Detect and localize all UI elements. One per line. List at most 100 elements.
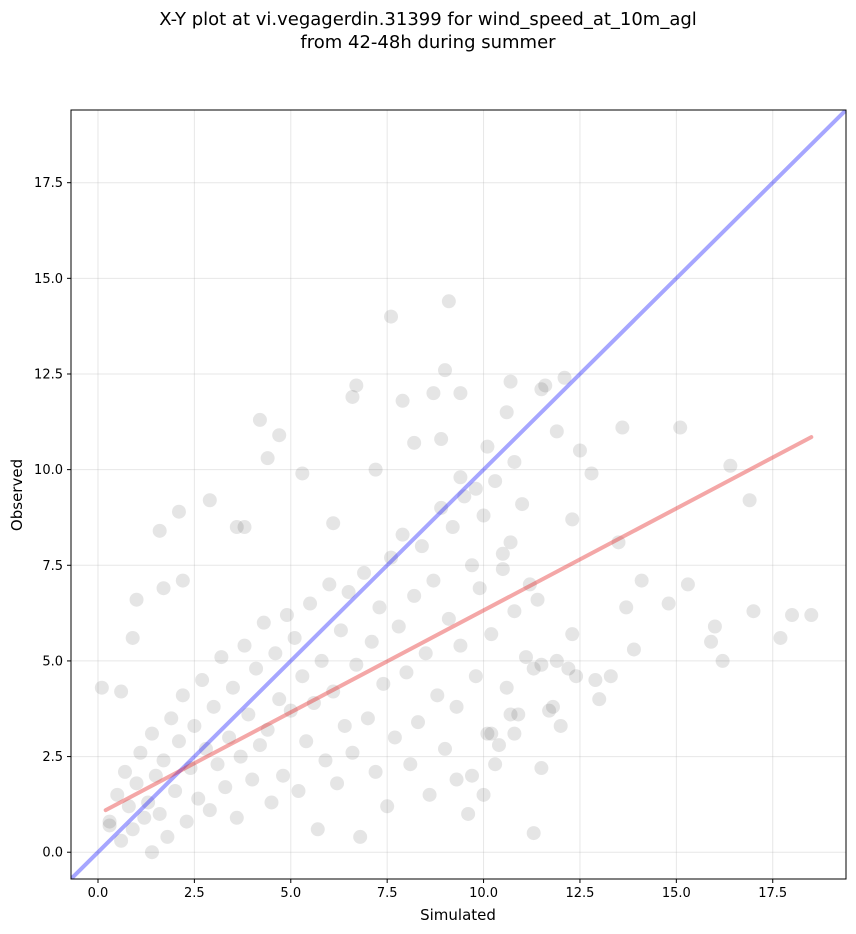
scatter-point (218, 780, 233, 795)
scatter-point (453, 638, 468, 653)
scatter-point (380, 799, 395, 814)
scatter-point (222, 730, 237, 745)
scatter-point (488, 474, 503, 489)
scatter-point (195, 673, 210, 688)
scatter-point (272, 428, 287, 443)
scatter-point (183, 761, 198, 776)
chart-title-line2: from 42-48h during summer (300, 32, 556, 53)
scatter-point (414, 539, 429, 554)
x-axis-label: Simulated (420, 906, 496, 924)
scatter-point (299, 734, 314, 749)
scatter-point (434, 432, 449, 447)
scatter-point (387, 730, 402, 745)
scatter-point (249, 661, 264, 676)
y-tick-label: 5.0 (42, 654, 63, 669)
scatter-point (360, 711, 375, 726)
scatter-point (171, 504, 186, 519)
scatter-point (557, 370, 572, 385)
scatter-point (295, 466, 310, 481)
scatter-point (464, 558, 479, 573)
scatter-point (283, 703, 298, 718)
scatter-point (133, 745, 148, 760)
scatter-point (245, 772, 260, 787)
scatter-point (310, 822, 325, 837)
scatter-point (202, 803, 217, 818)
scatter-point (391, 619, 406, 634)
scatter-point (626, 642, 641, 657)
scatter-point (461, 806, 476, 821)
scatter-point (237, 638, 252, 653)
scatter-point (491, 738, 506, 753)
scatter-point (353, 829, 368, 844)
scatter-point (441, 294, 456, 309)
scatter-point (121, 799, 136, 814)
scatter-point (252, 412, 267, 427)
scatter-point (434, 500, 449, 515)
scatter-point (530, 592, 545, 607)
scatter-point (449, 772, 464, 787)
scatter-point (175, 573, 190, 588)
scatter-point (214, 650, 229, 665)
x-tick-label: 7.5 (377, 886, 398, 901)
scatter-point (453, 386, 468, 401)
scatter-point (333, 623, 348, 638)
scatter-point (241, 707, 256, 722)
scatter-point (426, 573, 441, 588)
scatter-point (144, 726, 159, 741)
scatter-point (368, 462, 383, 477)
scatter-point (349, 378, 364, 393)
scatter-point (372, 600, 387, 615)
scatter-point (457, 489, 472, 504)
scatter-point (198, 741, 213, 756)
scatter-point (507, 726, 522, 741)
scatter-point (704, 634, 719, 649)
scatter-point (438, 741, 453, 756)
scatter-point (295, 669, 310, 684)
scatter-point (785, 608, 800, 623)
scatter-point (584, 466, 599, 481)
scatter-point (306, 696, 321, 711)
scatter-point (565, 627, 580, 642)
scatter-point (464, 768, 479, 783)
scatter-point (480, 726, 495, 741)
x-tick-label: 10.0 (469, 886, 498, 901)
scatter-point (156, 753, 171, 768)
x-tick-label: 2.5 (184, 886, 205, 901)
scatter-point (495, 546, 510, 561)
y-axis-ticks: 0.0 2.5 5.0 7.5 10.0 12.5 15.0 17.5 (34, 176, 71, 861)
scatter-point (326, 684, 341, 699)
grid-lines (71, 110, 846, 879)
scatter-point (102, 814, 117, 829)
scatter-point (117, 764, 132, 779)
scatter-point (175, 688, 190, 703)
one-to-one-line (71, 110, 846, 879)
scatter-point (480, 439, 495, 454)
scatter-point (619, 600, 634, 615)
scatter-point (542, 703, 557, 718)
scatter-point (260, 722, 275, 737)
scatter-point (715, 653, 730, 668)
scatter-point (206, 699, 221, 714)
scatter-point (168, 784, 183, 799)
y-tick-label: 12.5 (34, 367, 63, 382)
scatter-point (303, 596, 318, 611)
scatter-point (314, 653, 329, 668)
scatter-point (603, 669, 618, 684)
x-axis-ticks: 0.0 2.5 5.0 7.5 10.0 12.5 15.0 17.5 (88, 879, 787, 901)
scatter-point (210, 757, 225, 772)
scatter-point (357, 565, 372, 580)
scatter-point (376, 676, 391, 691)
scatter-point (164, 711, 179, 726)
scatter-point (411, 715, 426, 730)
scatter-point (484, 726, 499, 741)
scatter-point (553, 718, 568, 733)
scatter-point (102, 818, 117, 833)
scatter-point (422, 787, 437, 802)
scatter-point (680, 577, 695, 592)
scatter-point (534, 761, 549, 776)
scatter-point (152, 523, 167, 538)
scatter-point (229, 520, 244, 535)
scatter-point (326, 516, 341, 531)
scatter-point (125, 630, 140, 645)
scatter-point (345, 389, 360, 404)
